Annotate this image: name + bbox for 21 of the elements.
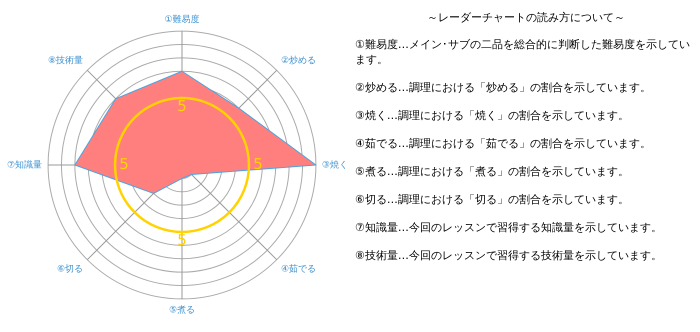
text: ⑧技術量…今回のレッスンで習得する技術量を示しています。	[355, 248, 663, 263]
spoke-label: ②炒める	[280, 54, 316, 66]
text: ④茹でる…調理における「茹でる」の割合を示しています。	[355, 136, 652, 151]
spoke-label: ⑦知識量	[6, 159, 42, 170]
text: 5	[119, 154, 129, 173]
text: ⑤煮る…調理における「煮る」の割合を示しています。	[355, 164, 630, 179]
spoke-label: ③焼く	[322, 159, 348, 170]
text: 5	[177, 230, 187, 249]
spoke-label: ⑧技術量	[48, 54, 84, 66]
spoke-label: ④茹でる	[280, 264, 316, 275]
text: ③焼く…調理における「焼く」の割合を示しています。	[355, 108, 630, 123]
text: 5	[253, 154, 263, 173]
text: ①難易度…メイン･サブの二品を総合的に判断した難易度を示しています。	[355, 37, 691, 67]
text: 5	[177, 96, 187, 115]
spoke-label: ⑤煮る	[168, 304, 196, 316]
text: ～レーダーチャートの読み方について～	[426, 10, 626, 25]
text: ⑥切る…調理における「切る」の割合を示しています。	[355, 192, 630, 207]
text: ②炒める…調理における「炒める」の割合を示しています。	[355, 80, 652, 95]
text: ⑦知識量…今回のレッスンで習得する知識量を示しています。	[355, 220, 663, 235]
spoke-label: ⑥切る	[56, 264, 84, 275]
spoke-label: ①難易度	[164, 14, 200, 26]
